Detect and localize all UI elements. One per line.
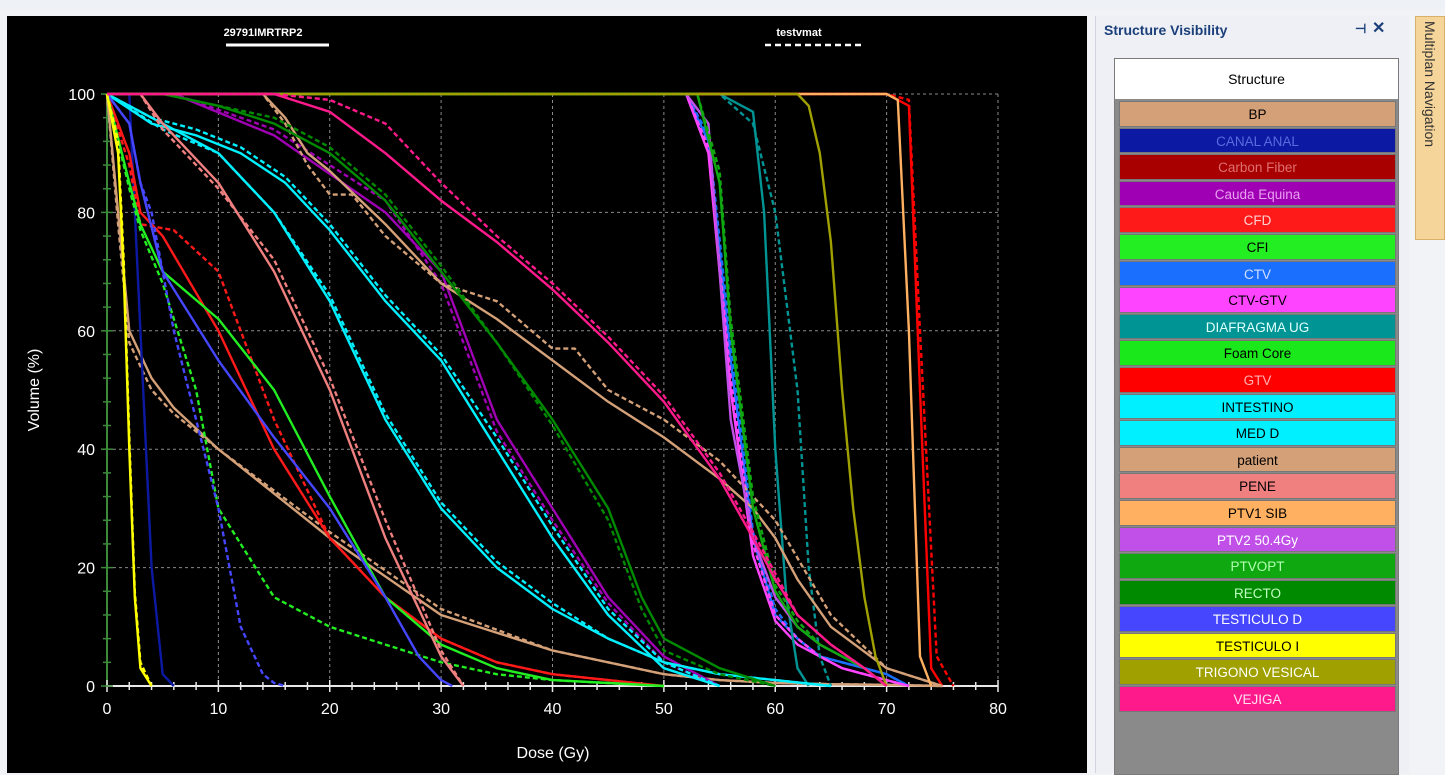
structure-row[interactable]: DIAFRAGMA UG: [1119, 313, 1396, 340]
dvh-curve-testiculo-d: [106, 93, 286, 688]
structure-visibility-panel: Structure Visibility ⊣ ✕ Structure BP CAN…: [1095, 16, 1409, 775]
dvh-curve-intestino: [106, 92, 832, 688]
structure-row[interactable]: PTVOPT: [1119, 553, 1396, 579]
dvh-curve-cauda-equina: [107, 92, 721, 688]
dvh-curve-bp: [105, 93, 943, 688]
structure-row[interactable]: CTV-GTV: [1119, 287, 1396, 313]
x-tick-label: 50: [655, 701, 673, 718]
dvh-curve-ctv-gtv: [107, 92, 910, 688]
dvh-curve-trigono-vesical: [107, 92, 888, 687]
dvh-curve-gtv: [107, 92, 944, 687]
structure-row[interactable]: CFD: [1119, 207, 1396, 233]
dvh-curve-bp: [105, 93, 943, 688]
y-tick-label: 20: [77, 561, 95, 578]
x-tick-label: 30: [432, 701, 450, 718]
structure-row[interactable]: Carbon Fiber: [1119, 154, 1396, 180]
close-icon[interactable]: ✕: [1372, 20, 1386, 37]
structure-row[interactable]: BP: [1119, 101, 1396, 127]
y-tick-label: 80: [77, 205, 95, 222]
y-axis-label: Volume (%): [26, 349, 43, 432]
structure-row[interactable]: TRIGONO VESICAL: [1119, 659, 1396, 686]
x-tick-label: 20: [321, 701, 339, 718]
y-tick-label: 100: [68, 87, 95, 104]
dvh-curve-patient: [107, 92, 943, 688]
series-layer: [105, 92, 955, 688]
structure-column-header[interactable]: Structure: [1115, 59, 1398, 99]
top-strip: [0, 0, 1445, 10]
pin-icon[interactable]: ⊣: [1355, 21, 1367, 36]
legend-layer: 29791IMRTRP2 testvmat: [224, 27, 865, 47]
structure-list: Structure BP CANAL ANAL Carbon Fiber Cauda …: [1114, 58, 1399, 775]
x-tick-label: 40: [544, 701, 562, 718]
legend-dashed-label: testvmat: [776, 27, 822, 39]
structure-row[interactable]: PENE: [1119, 473, 1396, 499]
dvh-curve-ctv-gtv: [107, 92, 910, 688]
dvh-curve-med-d: [106, 93, 720, 688]
y-tick-label: 0: [86, 679, 95, 696]
axis-layer: 0 10 20 30 40 50 60 70 80 0 20 40 60 80 100: [68, 87, 1007, 718]
structure-row[interactable]: TESTICULO D: [1119, 606, 1396, 632]
panel-header: Structure Visibility ⊣ ✕: [1096, 16, 1409, 46]
structure-row[interactable]: GTV: [1119, 366, 1396, 393]
dvh-curve-cauda-equina: [107, 92, 721, 688]
structure-row[interactable]: MED D: [1119, 420, 1396, 446]
x-axis-label: Dose (Gy): [517, 745, 590, 762]
dvh-curve-pene: [107, 92, 465, 687]
dvh-curve-gtv: [107, 92, 955, 687]
dvh-curve-intestino: [106, 92, 832, 688]
x-tick-label: 80: [989, 701, 1007, 718]
structure-row[interactable]: CFI: [1119, 233, 1396, 260]
x-tick-label: 60: [766, 701, 784, 718]
dvh-curve-patient: [107, 92, 943, 688]
dvh-curve-diafragma-ug: [107, 92, 833, 687]
structure-row[interactable]: Foam Core: [1119, 340, 1396, 366]
y-tick-label: 40: [77, 442, 95, 459]
structure-row[interactable]: INTESTINO: [1119, 393, 1396, 420]
dvh-curve-testiculo-i: [105, 93, 153, 687]
dvh-curve-ctv: [107, 92, 910, 688]
structure-rows: BP CANAL ANAL Carbon Fiber Cauda Equina CFD C…: [1119, 101, 1396, 713]
dvh-curve-ptv1-sib: [107, 92, 933, 687]
structure-row[interactable]: PTV2 50.4Gy: [1119, 526, 1396, 553]
dvh-curve-ptvopt: [107, 92, 888, 687]
dvh-curve-ptvopt: [107, 92, 888, 687]
x-tick-label: 10: [209, 701, 227, 718]
structure-row[interactable]: RECTO: [1119, 579, 1396, 606]
x-tick-label: 70: [878, 701, 896, 718]
dvh-curve-cfd: [105, 93, 665, 688]
dvh-curve-testiculo-d: [106, 93, 453, 688]
dvh-curve-ctv: [107, 92, 910, 688]
structure-row[interactable]: PTV1 SIB: [1119, 499, 1396, 526]
dvh-curve-pene: [107, 92, 465, 687]
side-tab-label: Multiplan Navigation: [1422, 21, 1438, 148]
dvh-curve-vejiga: [107, 92, 888, 687]
dvh-chart: 0 10 20 30 40 50 60 70 80 0 20 40 60 80 100 29791IMRTR…: [26, 27, 1007, 762]
dvh-curve-recto: [107, 92, 776, 688]
structure-row[interactable]: CANAL ANAL: [1119, 127, 1396, 154]
structure-row[interactable]: VEJIGA: [1119, 686, 1396, 712]
panel-title: Structure Visibility: [1104, 22, 1228, 38]
x-tick-label: 0: [103, 701, 112, 718]
structure-row[interactable]: Cauda Equina: [1119, 180, 1396, 207]
multiplan-navigation-tab[interactable]: Multiplan Navigation: [1415, 16, 1445, 240]
structure-row[interactable]: CTV: [1119, 260, 1396, 287]
structure-row[interactable]: TESTICULO I: [1119, 632, 1396, 659]
dvh-curve-cfi: [105, 93, 664, 688]
structure-row[interactable]: patient: [1119, 446, 1396, 473]
dvh-curve-diafragma-ug: [107, 92, 810, 687]
y-tick-label: 60: [77, 324, 95, 341]
legend-solid-label: 29791IMRTRP2: [224, 27, 303, 39]
dvh-plot-area: 0 10 20 30 40 50 60 70 80 0 20 40 60 80 100 29791IMRTR…: [7, 16, 1087, 773]
dvh-curve-med-d: [106, 92, 721, 688]
